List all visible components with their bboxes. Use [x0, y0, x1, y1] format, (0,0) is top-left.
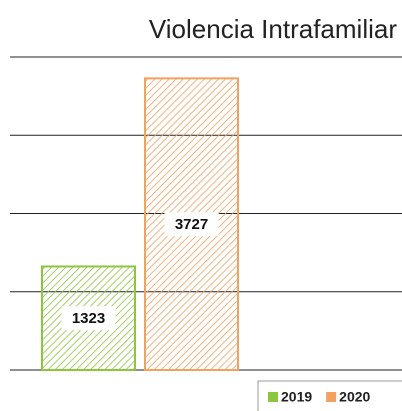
legend-label: 2019: [281, 389, 312, 405]
legend-label: 2020: [339, 389, 370, 405]
data-label-box: [61, 306, 116, 331]
data-label-box: [164, 212, 219, 237]
legend-swatch: [326, 392, 337, 402]
chart-title: Violencia Intrafamiliar: [149, 14, 397, 44]
legend-swatch: [268, 392, 278, 402]
legend-frame: [257, 380, 402, 411]
data-label: 3727: [175, 216, 208, 233]
data-label: 1323: [72, 310, 105, 327]
